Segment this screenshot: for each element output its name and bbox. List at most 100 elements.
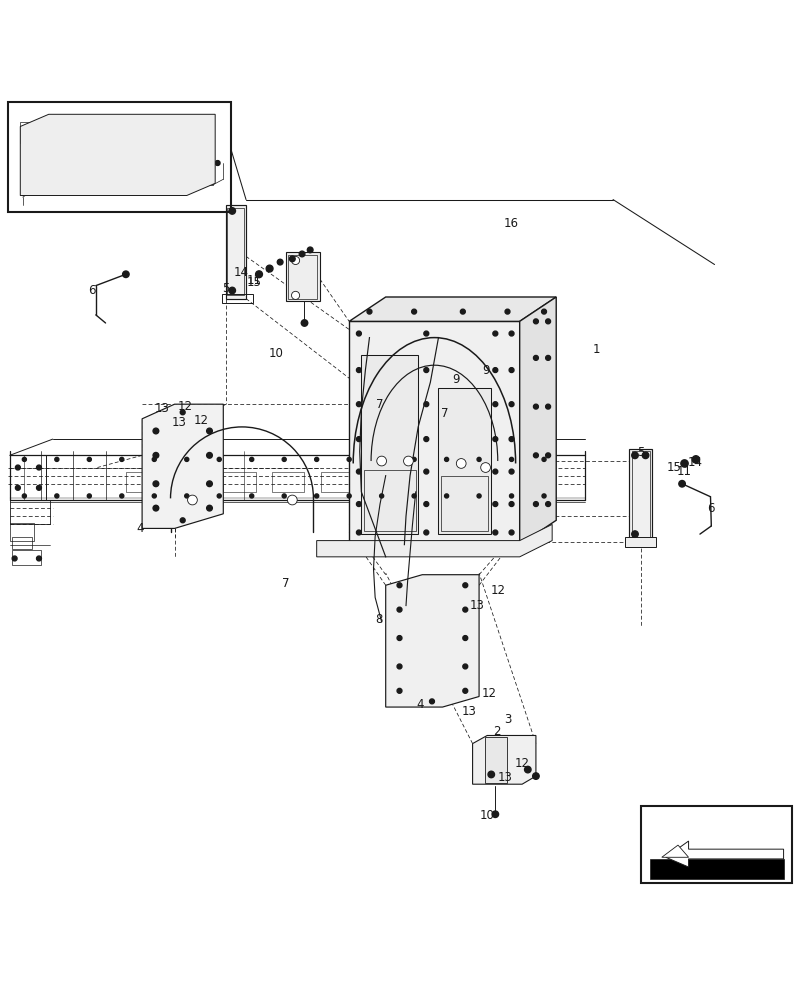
Polygon shape [349,321,519,545]
Text: 4: 4 [416,698,424,711]
Circle shape [492,437,497,442]
Text: 12: 12 [194,414,208,427]
Text: 9: 9 [481,364,489,377]
Bar [162,133,185,190]
Bar [631,451,649,539]
Bar [369,472,401,492]
Text: 12: 12 [178,400,192,413]
Circle shape [456,459,466,468]
Circle shape [282,457,286,461]
Bar [285,252,320,301]
Circle shape [23,457,26,461]
Polygon shape [661,845,688,857]
Text: 9: 9 [452,373,460,386]
Circle shape [36,465,41,470]
Text: 15: 15 [247,276,261,289]
Circle shape [508,469,513,474]
Circle shape [23,494,26,498]
Bar [649,859,783,879]
Text: 13: 13 [497,771,512,784]
Text: 12: 12 [514,757,529,770]
Circle shape [412,494,416,498]
Text: 13: 13 [171,416,186,429]
Text: 2: 2 [492,725,500,738]
Circle shape [152,481,159,487]
Polygon shape [472,735,535,784]
Polygon shape [142,404,223,528]
Circle shape [36,556,41,561]
Bar [438,388,491,534]
Circle shape [289,256,295,262]
Bar [288,255,316,299]
Circle shape [462,607,467,612]
Circle shape [678,481,684,487]
Circle shape [347,457,350,461]
Circle shape [403,456,413,466]
Bar [10,455,46,500]
Circle shape [255,271,262,278]
Circle shape [15,465,20,470]
Circle shape [423,502,428,506]
Circle shape [356,368,361,373]
Bar [440,476,487,531]
Text: 14: 14 [687,456,702,469]
Bar [195,140,212,185]
Circle shape [444,457,448,461]
Circle shape [380,494,384,498]
Text: 1: 1 [592,343,600,356]
Polygon shape [385,575,478,707]
Text: 7: 7 [281,577,290,590]
Bar [361,355,418,534]
Circle shape [380,457,384,461]
Circle shape [492,502,497,506]
Circle shape [542,457,546,461]
Text: 13: 13 [461,705,476,718]
Circle shape [367,309,371,314]
Circle shape [462,583,467,588]
Circle shape [250,457,254,461]
Circle shape [642,452,648,459]
Circle shape [492,331,497,336]
Circle shape [429,699,434,704]
Circle shape [152,452,159,458]
Bar [126,472,158,492]
Circle shape [541,309,546,314]
Circle shape [180,518,185,523]
Circle shape [206,481,212,487]
Text: 11: 11 [676,465,691,478]
Text: 6: 6 [706,502,714,515]
Text: 10: 10 [479,809,494,822]
Bar [223,472,255,492]
Polygon shape [519,297,556,545]
Text: 13: 13 [155,402,169,415]
Text: 13: 13 [470,599,484,612]
Circle shape [307,247,313,253]
Text: 7: 7 [375,398,384,411]
Circle shape [185,494,189,498]
Circle shape [217,457,221,461]
Circle shape [412,457,416,461]
Circle shape [680,460,687,467]
Circle shape [508,502,513,506]
Bar [10,523,34,541]
Circle shape [462,636,467,640]
Circle shape [356,502,361,506]
Circle shape [397,607,401,612]
Text: 15: 15 [666,461,680,474]
Bar [320,472,353,492]
Circle shape [206,452,212,458]
Text: 11: 11 [247,274,261,287]
Bar [641,806,791,883]
Circle shape [542,494,546,498]
Circle shape [88,457,92,461]
Circle shape [492,402,497,407]
Circle shape [282,494,286,498]
Circle shape [691,456,699,463]
Circle shape [545,319,550,324]
Bar [12,537,32,549]
Bar [31,133,54,190]
Circle shape [315,457,319,461]
Circle shape [460,309,465,314]
Text: 5: 5 [221,282,230,295]
Circle shape [423,469,428,474]
